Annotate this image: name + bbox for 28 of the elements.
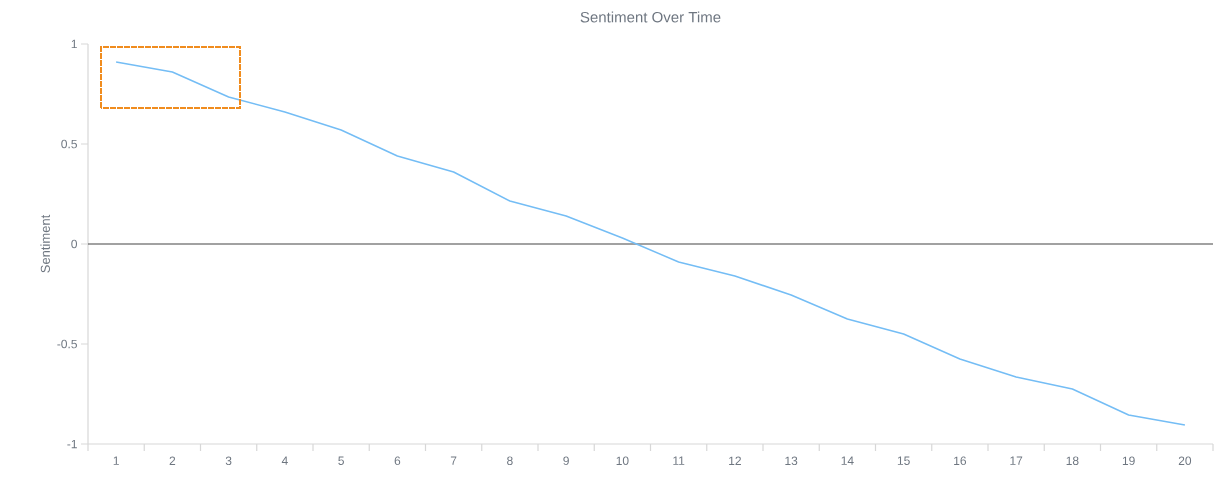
x-tick-label: 4 (281, 456, 288, 465)
x-tick-label: 11 (673, 456, 685, 465)
x-tick-label: 2 (169, 456, 176, 465)
x-tick-label: 7 (450, 456, 457, 465)
x-tick-label: 14 (841, 456, 854, 465)
x-tick-label: 13 (785, 456, 798, 466)
x-tick-label: 5 (338, 456, 344, 465)
x-tick-label: 1 (113, 456, 119, 465)
y-axis-title: Sentiment (40, 214, 50, 273)
x-tick-label: 19 (1122, 456, 1135, 466)
x-tick-label: 16 (954, 456, 967, 466)
x-tick-label: 6 (394, 456, 401, 466)
x-tick-label: 8 (507, 456, 513, 466)
x-tick-label: 18 (1066, 456, 1079, 466)
x-tick-label: 10 (616, 456, 629, 466)
chart-title: Sentiment Over Time (580, 11, 721, 23)
line-series (115, 61, 1186, 426)
y-tick-label: -1 (67, 439, 77, 449)
x-tick-label: 3 (225, 456, 232, 466)
y-tick-label: 1 (71, 39, 77, 49)
y-tick-label: 0.5 (61, 139, 77, 149)
x-tick-label: 20 (1178, 456, 1192, 466)
x-tick-label: 15 (897, 456, 910, 465)
x-tick-label: 17 (1010, 456, 1023, 465)
y-tick-label: -0.5 (57, 339, 77, 349)
x-tick-label: 9 (563, 456, 569, 466)
x-tick-label: 12 (729, 456, 741, 465)
y-tick-label: 0 (71, 239, 78, 249)
